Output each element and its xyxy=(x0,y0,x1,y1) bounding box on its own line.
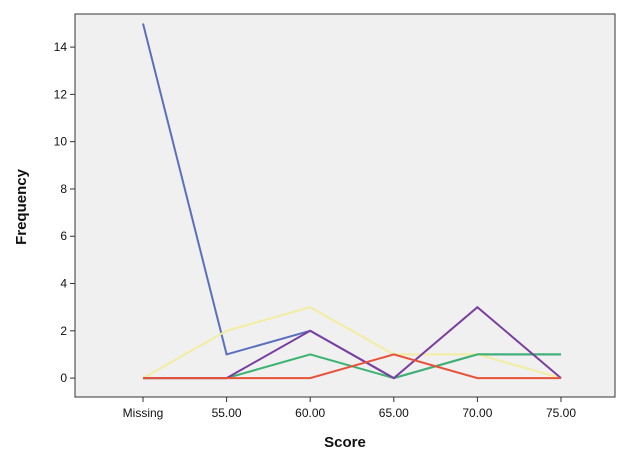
x-axis: Missing 55.00 60.00 65.00 70.00 75.00 xyxy=(123,397,576,420)
y-tick-label: 12 xyxy=(54,87,68,101)
x-tick-label: 65.00 xyxy=(379,406,409,420)
y-tick-label: 6 xyxy=(60,229,67,243)
y-axis-title: Frequency xyxy=(13,168,30,245)
y-tick-label: 14 xyxy=(54,40,68,54)
y-tick-label: 4 xyxy=(60,277,67,291)
x-tick-label: Missing xyxy=(123,406,164,420)
y-tick-label: 8 xyxy=(60,182,67,196)
x-axis-title: Score xyxy=(324,434,366,450)
y-axis: 0 2 4 6 8 10 12 14 xyxy=(54,40,75,385)
y-tick-label: 2 xyxy=(60,324,67,338)
x-tick-label: 60.00 xyxy=(295,406,325,420)
series-line-5 xyxy=(143,353,561,380)
y-tick-label: 0 xyxy=(60,371,67,385)
x-tick-label: 55.00 xyxy=(212,406,242,420)
x-tick-label: 70.00 xyxy=(462,406,492,420)
y-tick-label: 10 xyxy=(54,135,68,149)
series-line-2 xyxy=(142,306,562,380)
series-layer xyxy=(142,23,562,380)
x-tick-label: 75.00 xyxy=(546,406,576,420)
plot-area xyxy=(74,13,616,398)
